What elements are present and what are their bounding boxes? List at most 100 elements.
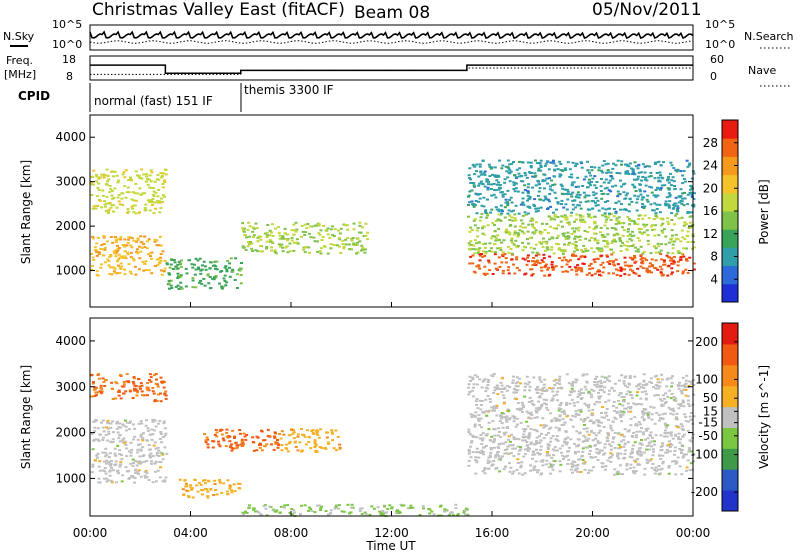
heatmap-cell xyxy=(580,269,584,272)
heatmap-cell xyxy=(501,394,505,397)
heatmap-cell xyxy=(595,181,599,183)
heatmap-cell xyxy=(158,201,162,204)
heatmap-cell xyxy=(684,394,688,397)
heatmap-cell xyxy=(517,453,521,456)
heatmap-cell xyxy=(127,263,131,266)
heatmap-cell xyxy=(633,441,637,444)
heatmap-cell xyxy=(623,443,627,446)
heatmap-cell xyxy=(120,197,124,200)
heatmap-cell xyxy=(499,381,503,384)
heatmap-cell xyxy=(191,266,195,269)
heatmap-cell xyxy=(498,184,502,186)
heatmap-cell xyxy=(601,261,605,264)
heatmap-cell xyxy=(386,508,390,511)
heatmap-cell xyxy=(467,203,470,206)
heatmap-cell xyxy=(163,259,167,262)
heatmap-cell xyxy=(636,175,640,178)
heatmap-cell xyxy=(545,406,548,409)
heatmap-cell xyxy=(552,227,556,230)
heatmap-cell xyxy=(668,194,672,197)
heatmap-cell xyxy=(274,442,278,445)
heatmap-cell xyxy=(281,235,285,238)
heatmap-cell xyxy=(206,495,210,498)
colorbar-segment xyxy=(722,448,738,470)
heatmap-cell xyxy=(158,200,162,203)
heatmap-cell xyxy=(628,256,632,259)
heatmap-cell xyxy=(581,459,585,461)
heatmap-cell xyxy=(90,253,93,255)
heatmap-cell xyxy=(555,393,559,396)
heatmap-cell xyxy=(539,460,543,463)
heatmap-cell xyxy=(400,504,404,507)
heatmap-cell xyxy=(503,216,507,219)
heatmap-cell xyxy=(218,445,222,448)
heatmap-cell xyxy=(634,260,638,263)
heatmap-cell xyxy=(91,463,95,466)
heatmap-cell xyxy=(680,473,684,476)
heatmap-cell xyxy=(577,409,581,412)
heatmap-cell xyxy=(659,174,662,177)
heatmap-cell xyxy=(368,513,372,516)
heatmap-cell xyxy=(121,244,125,246)
heatmap-cell xyxy=(632,431,636,434)
heatmap-cell xyxy=(490,464,494,467)
heatmap-cell xyxy=(680,384,684,387)
heatmap-cell xyxy=(189,484,193,487)
heatmap-cell xyxy=(603,187,607,190)
heatmap-cell xyxy=(685,374,689,377)
heatmap-cell xyxy=(560,451,563,454)
heatmap-cell xyxy=(618,464,622,467)
heatmap-cell xyxy=(583,419,587,422)
heatmap-cell xyxy=(670,381,674,384)
heatmap-cell xyxy=(481,446,485,449)
heatmap-cell xyxy=(471,254,475,257)
heatmap-cell xyxy=(624,375,628,378)
colorbar-segment xyxy=(722,490,738,512)
heatmap-cell xyxy=(573,404,576,407)
heatmap-cell xyxy=(120,265,124,268)
heatmap-cell xyxy=(482,172,486,175)
heatmap-cell xyxy=(222,439,226,442)
heatmap-cell xyxy=(519,421,523,424)
heatmap-cell xyxy=(493,174,497,177)
heatmap-cell xyxy=(654,434,658,437)
heatmap-cell xyxy=(493,166,497,169)
heatmap-cell xyxy=(582,244,586,247)
heatmap-cell xyxy=(508,444,512,447)
heatmap-cell xyxy=(124,466,128,469)
heatmap-cell xyxy=(111,431,115,434)
heatmap-cell xyxy=(593,222,597,225)
y-tick-label: 4000 xyxy=(55,130,86,144)
heatmap-cell xyxy=(574,165,577,168)
heatmap-cell xyxy=(317,436,321,439)
heatmap-cell xyxy=(635,178,638,181)
heatmap-cell xyxy=(116,431,120,434)
heatmap-cell xyxy=(150,460,153,463)
heatmap-cell xyxy=(600,462,604,465)
heatmap-cell xyxy=(680,452,683,454)
heatmap-cell xyxy=(576,401,580,404)
heatmap-cell xyxy=(333,507,337,510)
heatmap-cell xyxy=(245,434,249,436)
heatmap-cell xyxy=(475,404,479,406)
heatmap-cell xyxy=(666,178,670,180)
heatmap-cell xyxy=(230,449,234,452)
heatmap-cell xyxy=(125,447,129,450)
heatmap-cell xyxy=(607,434,611,437)
heatmap-cell xyxy=(553,183,557,186)
heatmap-cell xyxy=(270,249,273,252)
heatmap-cell xyxy=(639,245,643,248)
heatmap-cell xyxy=(230,446,234,449)
heatmap-cell xyxy=(661,413,665,416)
heatmap-cell xyxy=(283,232,287,235)
heatmap-cell xyxy=(105,202,109,205)
heatmap-cell xyxy=(554,426,558,429)
heatmap-cell xyxy=(537,406,541,409)
heatmap-cell xyxy=(527,242,530,245)
heatmap-cell xyxy=(687,227,691,229)
heatmap-cell xyxy=(247,504,251,507)
heatmap-cell xyxy=(468,391,472,394)
heatmap-cell xyxy=(132,438,135,441)
heatmap-cell xyxy=(178,276,182,279)
heatmap-cell xyxy=(501,455,504,458)
